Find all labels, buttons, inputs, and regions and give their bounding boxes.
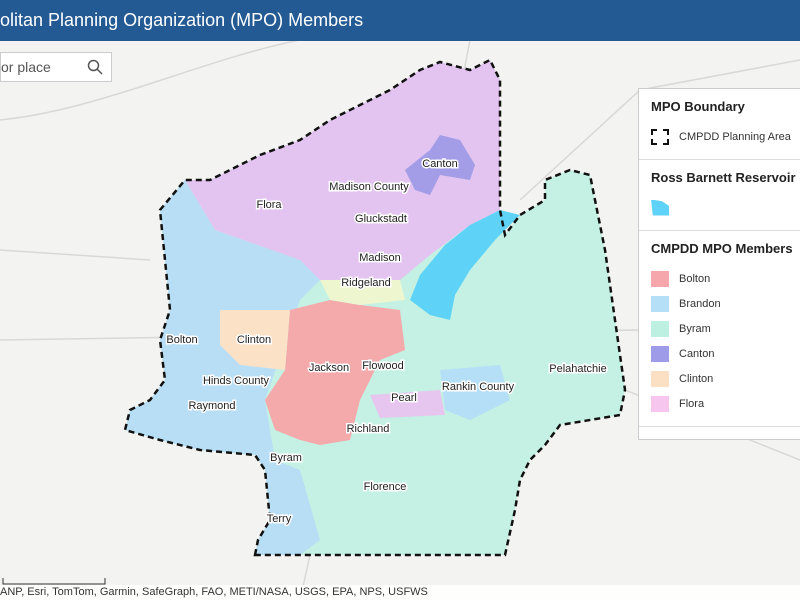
ross-barnett-reservoir <box>410 210 520 320</box>
legend-label: Flora <box>679 397 705 410</box>
legend-item: Canton <box>651 341 795 366</box>
legend: MPO Boundary CMPDD Planning Area Ross Barn… <box>638 88 800 440</box>
madison-county <box>185 60 500 280</box>
legend-swatch <box>651 320 669 337</box>
legend-title: Ross Barnett Reservoir <box>651 170 796 185</box>
place-label: Richland <box>347 423 390 435</box>
clinton <box>220 310 290 370</box>
scale-bar <box>2 578 106 585</box>
boundary-line <box>123 58 627 557</box>
place-label: Byram <box>270 452 302 464</box>
legend-item: Byram <box>651 316 795 341</box>
legend-label: CMPDD Planning Area <box>679 130 791 143</box>
legend-item: Brandon <box>651 291 795 316</box>
pearl <box>370 390 445 418</box>
legend-item: Clinton <box>651 366 795 391</box>
legend-item: Bolton <box>651 266 795 291</box>
place-label: Raymond <box>188 400 235 412</box>
legend-swatch <box>651 370 669 387</box>
legend-label: Bolton <box>679 272 711 285</box>
place-label: Rankin County <box>442 381 515 393</box>
legend-item <box>651 195 795 220</box>
header-title: olitan Planning Organization (MPO) Membe… <box>0 10 364 30</box>
canton <box>405 135 475 195</box>
place-label: Bolton <box>166 334 197 346</box>
place-label: Madison <box>359 252 401 264</box>
search-placeholder: or place <box>1 59 51 75</box>
legend-title: MPO Boundary <box>651 99 745 114</box>
legend-item: Flora <box>651 391 795 416</box>
place-label: Canton <box>422 158 457 170</box>
legend-section: Ross Barnett Reservoir <box>639 160 800 231</box>
brandon <box>440 365 510 420</box>
place-label: Flowood <box>362 360 404 372</box>
place-label: Jackson <box>309 362 349 374</box>
legend-section: MPO Boundary CMPDD Planning Area <box>639 89 800 160</box>
legend-swatch <box>651 199 669 216</box>
legend-swatch <box>651 270 669 287</box>
attribution: ANP, Esri, TomTom, Garmin, SafeGraph, FA… <box>0 585 800 600</box>
place-label: Ridgeland <box>341 277 391 289</box>
legend-label: Byram <box>679 322 711 335</box>
legend-swatch <box>651 345 669 362</box>
place-label: Flora <box>256 199 282 211</box>
legend-item: CMPDD Planning Area <box>651 124 795 149</box>
header: olitan Planning Organization (MPO) Membe… <box>0 0 800 41</box>
legend-swatch <box>651 395 669 412</box>
legend-section: CMPDD MPO Members Bolton Brandon Byram Canto… <box>639 231 800 427</box>
hinds-county <box>125 180 320 555</box>
place-label: Florence <box>364 481 407 493</box>
place-label: Pelahatchie <box>549 363 607 375</box>
place-label: Clinton <box>237 334 271 346</box>
place-label: Hinds County <box>203 375 270 387</box>
legend-swatch <box>651 295 669 312</box>
place-label: Madison County <box>329 181 409 193</box>
jackson <box>265 300 405 445</box>
legend-label: Canton <box>679 347 715 360</box>
place-label: Terry <box>267 513 292 525</box>
legend-label: Clinton <box>679 372 714 385</box>
legend-label: Brandon <box>679 297 721 310</box>
ridgeland <box>320 280 405 305</box>
place-label: Pearl <box>391 392 417 404</box>
legend-swatch <box>651 128 669 145</box>
search-box[interactable]: or place <box>0 52 112 82</box>
legend-title: CMPDD MPO Members <box>651 241 793 256</box>
search-icon[interactable] <box>87 59 103 75</box>
place-label: Gluckstadt <box>355 213 407 225</box>
